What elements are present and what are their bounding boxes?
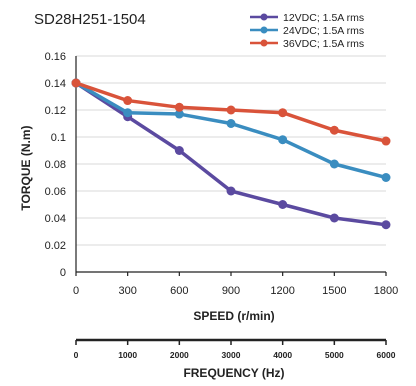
data-point — [278, 108, 288, 118]
data-point — [329, 125, 339, 135]
axes: 0 0.02 0.04 0.06 0.08 0.1 0.12 0.14 0.16 0 300 600 9… — [45, 51, 399, 297]
data-point — [329, 159, 339, 169]
y-tick-label: 0.12 — [45, 105, 66, 117]
x-tick-label: 1800 — [374, 285, 398, 297]
series-layer — [71, 78, 391, 230]
x-tick-label: 0 — [73, 285, 79, 297]
data-point — [71, 78, 81, 88]
data-point — [381, 220, 391, 230]
y-tick-label: 0.06 — [45, 186, 66, 198]
y-axis-label: TORQUE (N.m) — [19, 125, 33, 210]
y-tick-label: 0.14 — [45, 78, 66, 90]
frequency-tick-label: 2000 — [170, 350, 189, 360]
y-tick-label: 0 — [60, 267, 66, 279]
legend-label-2: 24VDC; 1.5A rms — [283, 25, 364, 37]
x-tick-label: 600 — [170, 285, 188, 297]
legend-marker-2 — [260, 26, 268, 34]
x-tick-label: 300 — [118, 285, 136, 297]
data-point — [278, 135, 288, 145]
x-tick-label: 1200 — [270, 285, 294, 297]
frequency-tick-label: 3000 — [222, 350, 241, 360]
data-point — [123, 108, 133, 118]
data-point — [278, 200, 288, 209]
frequency-tick-label: 5000 — [325, 350, 344, 360]
data-point — [174, 109, 184, 119]
series-line-1 — [75, 81, 387, 227]
data-point — [226, 119, 236, 128]
frequency-tick-label: 0 — [74, 350, 79, 360]
y-tick-label: 0.1 — [51, 132, 66, 144]
x-tick-label: 1500 — [322, 285, 346, 297]
frequency-tick-label: 6000 — [377, 350, 396, 360]
y-tick-label: 0.08 — [45, 159, 66, 171]
legend-marker-3 — [260, 39, 268, 47]
y-tick-label: 0.04 — [45, 213, 66, 225]
data-point — [381, 136, 391, 146]
frequency-axis-label: FREQUENCY (Hz) — [183, 366, 284, 380]
legend-label-1: 12VDC; 1.5A rms — [283, 12, 364, 24]
data-point — [226, 105, 236, 115]
frequency-tick-label: 1000 — [118, 350, 137, 360]
y-tick-label: 0.02 — [45, 240, 66, 252]
data-point — [123, 96, 133, 106]
grid — [76, 55, 386, 246]
data-point — [174, 146, 184, 155]
data-point — [381, 173, 391, 182]
legend-label-3: 36VDC; 1.5A rms — [283, 38, 364, 50]
legend-marker-1 — [260, 13, 268, 21]
x-tick-label: 900 — [222, 285, 240, 297]
data-point — [226, 186, 236, 196]
x-axis-label: SPEED (r/min) — [193, 309, 274, 323]
frequency-tick-label: 4000 — [273, 350, 292, 360]
frequency-axis: 0 1000 2000 3000 4000 5000 6000 — [74, 338, 396, 360]
y-tick-label: 0.16 — [45, 51, 66, 63]
data-point — [174, 102, 184, 112]
data-point — [329, 213, 339, 223]
chart-title: SD28H251-1504 — [34, 11, 146, 28]
